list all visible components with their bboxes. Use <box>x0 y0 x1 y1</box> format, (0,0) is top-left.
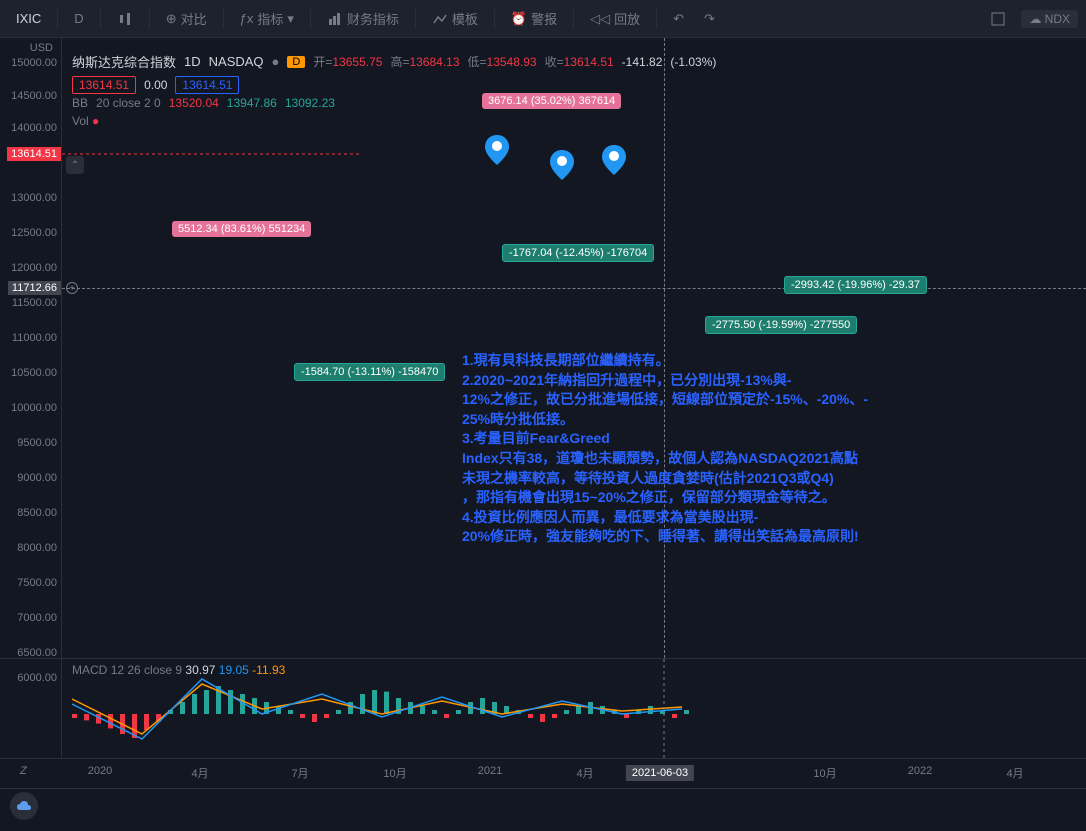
indicator-button[interactable]: ƒx指标▾ <box>232 5 302 32</box>
annotation-gain[interactable]: 5512.34 (83.61%) 551234 <box>172 221 311 237</box>
undo-icon[interactable]: ↶ <box>665 7 692 31</box>
bottom-bar <box>0 788 1086 823</box>
chart-svg <box>62 38 362 188</box>
annotation-drop2[interactable]: -1584.70 (-13.11%) -158470 <box>294 363 445 381</box>
chart-plot[interactable]: 纳斯达克综合指数 1D NASDAQ ● D 开=13655.75 高=1368… <box>62 38 1086 658</box>
cloud-icon[interactable] <box>10 792 38 820</box>
y-axis: USD 15000.0014500.0014000.0013614.511300… <box>0 38 62 658</box>
top-toolbar: IXIC D ⊕对比 ƒx指标▾ 财务指标 模板 ⏰警报 ◁◁回放 ↶ ↷ ☁ … <box>0 0 1086 38</box>
replay-button[interactable]: ◁◁回放 <box>582 5 648 32</box>
main-chart[interactable]: USD 15000.0014500.0014000.0013614.511300… <box>0 38 1086 658</box>
financial-button[interactable]: 财务指标 <box>319 5 407 32</box>
crosshair-horizontal <box>62 288 1086 289</box>
candle-style-icon[interactable] <box>109 7 141 31</box>
redo-icon[interactable]: ↷ <box>696 7 723 31</box>
x-axis: Z 20204月7月10月20214月2021-06-0310月20224月 <box>0 758 1086 788</box>
annotation-drop1[interactable]: -1767.04 (-12.45%) -176704 <box>502 244 654 262</box>
fullscreen-icon[interactable] <box>983 8 1013 30</box>
zoom-label[interactable]: Z <box>20 765 27 777</box>
pin-icon[interactable] <box>485 135 509 165</box>
annotation-drop3[interactable]: -2993.42 (-19.96%) -29.37 <box>784 276 927 294</box>
currency-label: USD <box>30 42 53 54</box>
symbol-name[interactable]: IXIC <box>8 7 49 30</box>
interval-selector[interactable]: D <box>66 7 91 30</box>
alert-button[interactable]: ⏰警报 <box>503 5 565 32</box>
crosshair-vertical <box>664 38 665 658</box>
pin-icon[interactable] <box>550 150 574 180</box>
ndx-badge[interactable]: ☁ NDX <box>1021 10 1078 28</box>
strategy-note[interactable]: 1.現有貝科技長期部位繼續持有。2.2020~2021年納指回升過程中，已分別出… <box>462 351 868 547</box>
macd-label: MACD 12 26 close 9 30.97 19.05 -11.93 <box>72 663 285 677</box>
annotation-gain2[interactable]: 3676.14 (35.02%) 367614 <box>482 93 621 109</box>
macd-panel[interactable]: MACD 12 26 close 9 30.97 19.05 -11.93 <box>0 658 1086 758</box>
template-button[interactable]: 模板 <box>424 5 486 32</box>
annotation-drop4[interactable]: -2775.50 (-19.59%) -277550 <box>705 316 857 334</box>
pin-icon[interactable] <box>602 145 626 175</box>
compare-button[interactable]: ⊕对比 <box>158 5 215 32</box>
